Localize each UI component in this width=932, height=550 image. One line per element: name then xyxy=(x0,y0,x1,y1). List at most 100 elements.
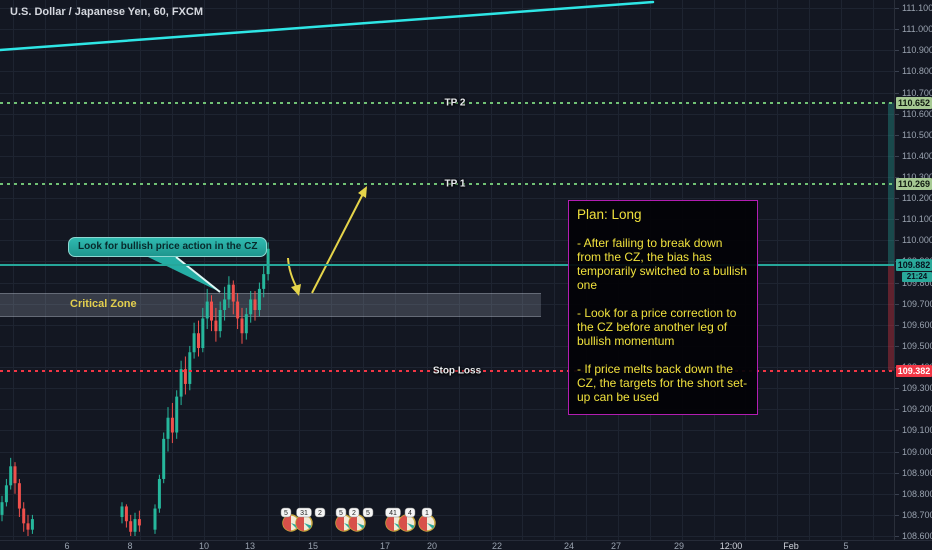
trend-line[interactable] xyxy=(0,0,655,52)
price-tick-label: 110.800 xyxy=(895,66,932,76)
vertical-gridline xyxy=(554,0,556,540)
idea-marker-count: 5 xyxy=(339,510,343,517)
idea-marker-badge xyxy=(335,507,347,518)
candle-body xyxy=(166,417,170,439)
idea-marker-badge xyxy=(314,507,326,518)
critical-zone-band[interactable] xyxy=(0,292,541,317)
up-arrow[interactable] xyxy=(311,187,367,294)
candle-body xyxy=(22,508,26,524)
bullish-price-action-callout[interactable]: Look for bullish price action in the CZ xyxy=(68,237,268,257)
symbol-title[interactable]: U.S. Dollar / Japanese Yen, 60, FXCM xyxy=(10,6,203,18)
idea-marker-count: 4 xyxy=(408,510,412,517)
candle-body xyxy=(4,485,8,503)
price-tick-label: 109.300 xyxy=(895,383,932,393)
tp1-price-line[interactable] xyxy=(0,182,894,185)
horizontal-gridline xyxy=(0,155,894,157)
idea-marker-badge xyxy=(362,507,374,518)
down-arrow[interactable] xyxy=(287,257,299,291)
idea-marker-badge xyxy=(385,507,401,518)
horizontal-gridline xyxy=(0,472,894,474)
price-tick-label: 109.700 xyxy=(895,299,932,309)
candle-body xyxy=(240,318,244,334)
stop-loss-axis-label: 109.382 xyxy=(896,364,932,377)
price-tick-label: 111.000 xyxy=(895,24,932,34)
candle-body xyxy=(13,466,17,484)
horizontal-gridline xyxy=(0,219,894,221)
idea-marker-slice xyxy=(427,523,435,529)
note-body: - After failing to break down from the C… xyxy=(577,236,749,404)
price-tick-label: 110.900 xyxy=(895,45,932,55)
price-tick-label: 110.400 xyxy=(895,151,932,161)
current-price-axis-label: 109.882 xyxy=(896,259,932,272)
tp2-price-line[interactable] xyxy=(0,101,894,104)
vertical-gridline xyxy=(841,0,842,540)
horizontal-gridline xyxy=(0,282,894,284)
stop-loss-line[interactable] xyxy=(0,369,894,372)
time-tick-label: 15 xyxy=(307,541,319,550)
vertical-gridline xyxy=(777,0,779,540)
candle-body xyxy=(231,284,235,302)
idea-marker-count: 5 xyxy=(366,510,370,517)
candle-body xyxy=(0,502,4,515)
candle-body xyxy=(218,310,222,332)
candle-body xyxy=(179,369,183,397)
vertical-gridline xyxy=(235,0,237,540)
candle-body xyxy=(26,523,30,530)
idea-marker-count: 2 xyxy=(318,510,322,517)
note-paragraph: - After failing to break down from the C… xyxy=(577,236,748,292)
chart-canvas[interactable]: 5 31 2 5 2 5 41 4 1 TP 2 TP 1 Stop Loss Critical… xyxy=(0,0,894,540)
candle-body xyxy=(266,248,270,275)
time-tick-label: 20 xyxy=(426,541,438,550)
candle-body xyxy=(214,320,218,332)
price-tick-label: 110.100 xyxy=(895,214,932,224)
candle-body xyxy=(192,333,196,353)
price-tick-label: 111.100 xyxy=(895,3,932,13)
vertical-gridline xyxy=(394,0,396,540)
candle-body xyxy=(257,288,261,311)
time-tick-label: 29 xyxy=(673,541,685,550)
candle-body xyxy=(30,519,34,530)
candle-body xyxy=(162,438,166,479)
trade-plan-note[interactable]: Plan: Long - After failing to break down… xyxy=(568,200,758,415)
candle-body xyxy=(236,301,240,319)
horizontal-gridline xyxy=(0,324,894,326)
horizontal-gridline xyxy=(0,493,894,495)
horizontal-gridline xyxy=(0,430,894,432)
idea-marker-badge xyxy=(348,507,360,518)
idea-marker-badge xyxy=(296,507,312,518)
idea-marker-badge xyxy=(280,507,292,518)
time-tick-label: 6 xyxy=(64,541,70,550)
candle-body xyxy=(223,299,227,311)
candle-body xyxy=(227,284,231,300)
time-axis[interactable]: 6 8 10 13 15 17 20 22 24 27 29 12:00 Feb 5 xyxy=(0,540,932,550)
vertical-gridline xyxy=(203,0,205,540)
horizontal-gridline xyxy=(0,367,894,368)
time-tick-label: 10 xyxy=(198,541,210,550)
candle-body xyxy=(9,466,13,486)
price-tick-label: 108.800 xyxy=(895,489,932,499)
vertical-gridline xyxy=(12,0,14,540)
vertical-gridline xyxy=(363,0,365,540)
horizontal-gridline xyxy=(0,177,894,178)
note-paragraph: - Look for a price correction to the CZ … xyxy=(577,306,737,348)
idea-marker-pie xyxy=(386,515,394,531)
bar-countdown-timer: 21:24 xyxy=(902,272,932,283)
time-tick-label: 5 xyxy=(843,541,849,550)
horizontal-gridline xyxy=(0,240,894,242)
candle-body xyxy=(124,506,128,522)
stop-loss-line-label: Stop Loss xyxy=(432,365,482,377)
vertical-gridline xyxy=(458,0,460,540)
current-price-line[interactable] xyxy=(0,264,894,267)
vertical-gridline xyxy=(331,0,333,540)
horizontal-gridline xyxy=(0,198,894,200)
price-tick-label: 110.500 xyxy=(895,130,932,140)
price-axis[interactable]: 110.652 110.269 109.882 21:24 109.382 11… xyxy=(894,0,932,541)
vertical-gridline xyxy=(426,0,428,540)
price-tick-label: 109.800 xyxy=(895,278,932,288)
horizontal-gridline xyxy=(0,388,894,390)
price-tick-label: 109.200 xyxy=(895,404,932,414)
price-tick-label: 110.000 xyxy=(895,235,932,245)
horizontal-gridline xyxy=(0,261,894,263)
idea-marker-slice xyxy=(357,523,365,529)
